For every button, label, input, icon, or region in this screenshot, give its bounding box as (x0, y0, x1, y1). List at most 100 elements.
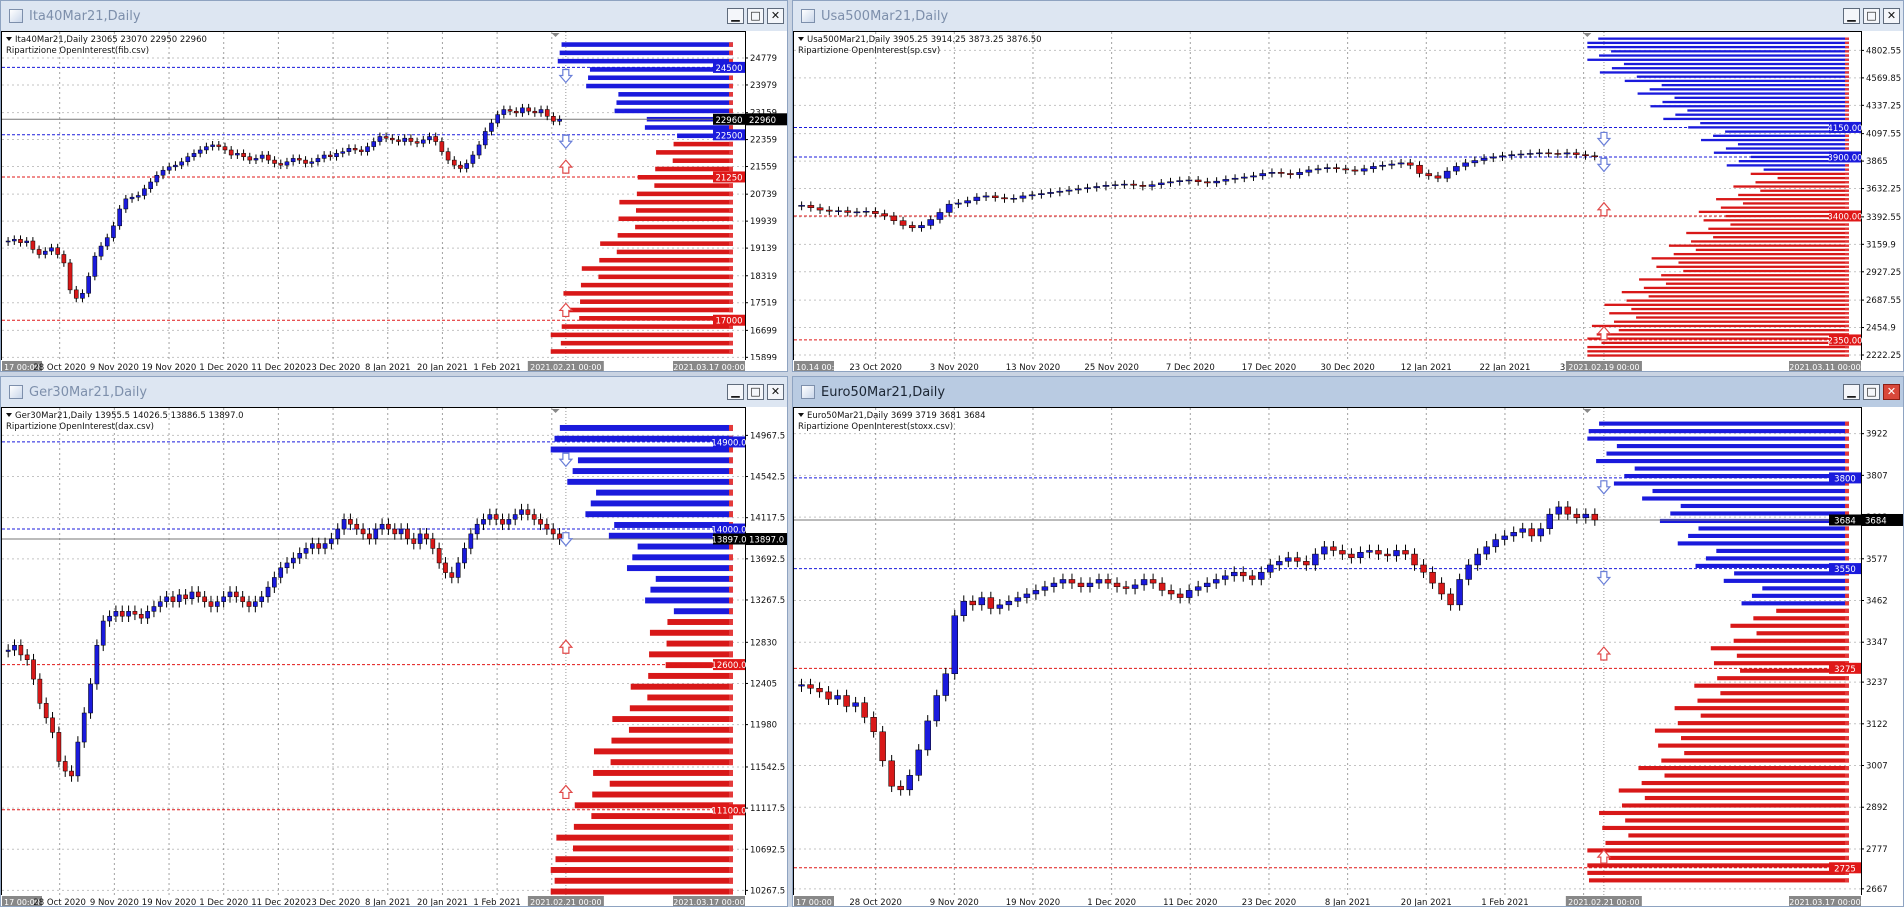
chart-svg[interactable]: 4150.00 3900.00 3400.00 2350.00 4802.55 4569.… (793, 31, 1904, 372)
arrow-up-icon (1596, 646, 1612, 661)
chart-window-ger30[interactable]: Ger30Mar21,Daily ▁ □ ✕ 14900.0 14000.0 138… (0, 376, 788, 907)
oi-bar-call (567, 478, 733, 485)
candle-bull (1267, 564, 1274, 573)
oi-bar-tip (729, 565, 733, 572)
oi-bar-tip (729, 845, 733, 852)
candle-bull (476, 144, 482, 156)
oi-bar-put (618, 216, 733, 222)
current-price-bg (746, 533, 787, 546)
candle-bull (417, 533, 423, 544)
candle-bull (481, 519, 486, 525)
level-label: 17000 (715, 317, 742, 327)
candle-bull (1526, 153, 1534, 155)
date-tick-label: 23 Dec 2020 (1242, 898, 1296, 907)
date-tick-label: 1 Dec 2020 (199, 898, 248, 907)
oi-bar-put (1587, 848, 1849, 853)
close-icon[interactable]: ✕ (767, 384, 784, 400)
oi-bar-tip (1845, 608, 1849, 613)
candle-bear (1294, 557, 1301, 562)
candle-bull (960, 600, 968, 616)
chart-svg[interactable]: 2450022960225002125017000247792397923159… (1, 31, 788, 372)
oi-bar-tip (729, 166, 733, 172)
candle-bear (1149, 579, 1157, 584)
oi-bar-call (1661, 83, 1849, 87)
maximize-icon[interactable]: □ (747, 384, 764, 400)
candle-bull (1014, 597, 1022, 602)
oi-bar-call (1713, 151, 1849, 154)
oi-bar-tip (729, 543, 733, 550)
chart-window-euro50[interactable]: Euro50Mar21,Daily ▁ □ ✕ 3800 3684 3550 3275… (792, 376, 1904, 907)
minimize-icon[interactable]: ▁ (1843, 8, 1860, 24)
oi-bar-tip (1845, 586, 1849, 591)
oi-bar-call (1634, 466, 1849, 471)
oi-bar-call (677, 133, 733, 139)
oi-bar-put (1695, 248, 1849, 252)
candle-bear (386, 523, 391, 530)
candle-bull (160, 169, 166, 176)
oi-bar-tip (1845, 736, 1849, 741)
oi-bar-put (1665, 282, 1849, 285)
chart-plot-area[interactable]: 2450022960225002125017000247792397923159… (1, 31, 787, 371)
chart-window-usa500[interactable]: Usa500Mar21,Daily ▁ □ ✕ 4150.00 3900.00 34… (792, 0, 1904, 372)
oi-bar-tip (729, 716, 733, 723)
maximize-icon[interactable]: □ (1863, 8, 1880, 24)
chart-plot-area[interactable]: 3800368435503275272539223807369235773462… (793, 407, 1903, 906)
candle-bull (253, 158, 259, 161)
oi-bar-tip (1845, 578, 1849, 583)
minimize-icon[interactable]: ▁ (727, 384, 744, 400)
cursor-date-bg (527, 361, 604, 371)
oi-bar-tip (729, 216, 733, 222)
oi-bar-tip (1845, 324, 1849, 328)
oi-bar-tip (729, 586, 733, 593)
candle-bear (1573, 513, 1581, 519)
oi-bar-put (555, 856, 733, 863)
oi-bar-put (1697, 698, 1849, 703)
candle-bull (1510, 532, 1517, 537)
chart-window-ita40[interactable]: Ita40Mar21,Daily ▁ □ ✕ 24500 22960 22500 21… (0, 0, 788, 372)
chart-plot-area[interactable]: 14900.0 14000.0 13897.0 12600.0 11100.0 14967… (1, 407, 787, 906)
close-icon[interactable]: ✕ (767, 8, 784, 24)
candle-bear (531, 514, 537, 520)
oi-bar-put (655, 166, 733, 172)
maximize-icon[interactable]: □ (747, 8, 764, 24)
title-bar[interactable]: Ita40Mar21,Daily ▁ □ ✕ (1, 1, 787, 31)
candle-bear (843, 695, 850, 707)
minimize-icon[interactable]: ▁ (727, 8, 744, 24)
current-price-label: 3684 (1865, 516, 1887, 526)
candle-bull (468, 533, 474, 549)
oi-bar-tip (729, 141, 733, 147)
level-label-bg (1829, 121, 1861, 133)
dropdown-triangle-icon (798, 413, 804, 417)
minimize-icon[interactable]: ▁ (1843, 384, 1860, 400)
candle-bear (807, 205, 815, 208)
oi-bar-tip (1845, 803, 1849, 808)
candle-bear (825, 209, 833, 212)
oi-bar-call (614, 108, 733, 114)
chart-svg[interactable]: 3800368435503275272539223807369235773462… (793, 407, 1904, 907)
oi-bar-tip (729, 500, 733, 507)
candle-bull (945, 203, 953, 213)
title-bar[interactable]: Ger30Mar21,Daily ▁ □ ✕ (1, 377, 787, 407)
oi-bar-tip (729, 748, 733, 755)
close-icon[interactable]: ✕ (1883, 384, 1900, 400)
candle-bull (49, 247, 54, 252)
close-icon[interactable]: ✕ (1883, 8, 1900, 24)
date-left-bg (794, 896, 834, 906)
title-bar[interactable]: Usa500Mar21,Daily ▁ □ ✕ (793, 1, 1903, 31)
candle-bear (870, 717, 877, 733)
oi-bar-put (1703, 219, 1849, 222)
chart-plot-area[interactable]: 4150.00 3900.00 3400.00 2350.00 4802.55 4569.… (793, 31, 1903, 371)
maximize-icon[interactable]: □ (1863, 384, 1880, 400)
oi-bar-put (667, 619, 733, 625)
title-bar[interactable]: Euro50Mar21,Daily ▁ □ ✕ (793, 377, 1903, 407)
oi-bar-put (1698, 210, 1849, 214)
candle-bull (1111, 184, 1119, 186)
arrow-up-icon (1596, 201, 1612, 217)
oi-bar-call (608, 532, 733, 539)
date-bar (793, 895, 1903, 906)
candle-bull (42, 250, 48, 255)
candle-bull (1038, 193, 1045, 195)
candle-bull (315, 158, 321, 163)
candle-bull (973, 196, 981, 201)
